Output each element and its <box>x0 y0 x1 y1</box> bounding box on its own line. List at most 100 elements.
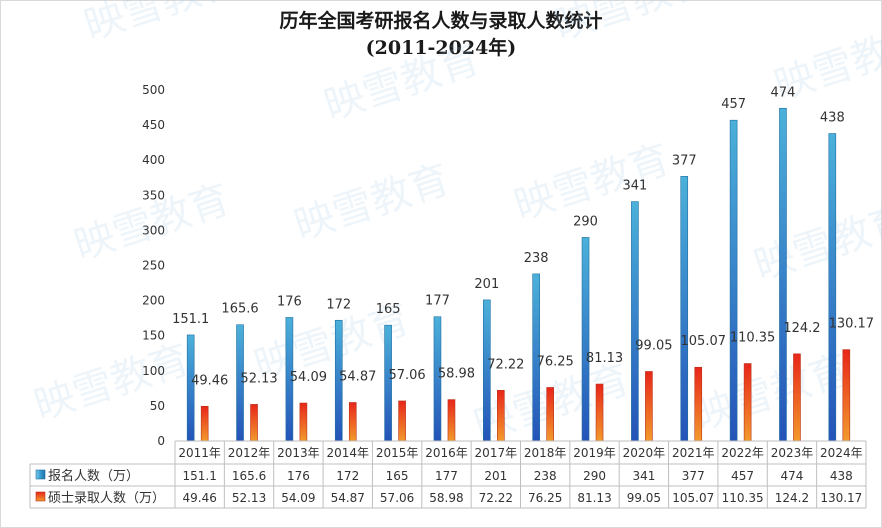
bar-admissions <box>595 383 604 442</box>
data-label-admissions: 99.05 <box>635 338 672 353</box>
data-label-registrations: 438 <box>820 111 845 126</box>
bar-admissions <box>497 390 505 442</box>
table-cell-value: 201 <box>484 469 507 483</box>
bar-registrations <box>680 176 689 442</box>
data-label-admissions: 57.06 <box>388 368 425 383</box>
table-cell-value: 377 <box>682 469 705 483</box>
y-tick-label: 450 <box>142 118 165 132</box>
legend-label: 报名人数（万） <box>48 468 139 484</box>
watermark-text: 映雪教育 <box>289 156 455 249</box>
data-label-registrations: 177 <box>425 294 450 309</box>
table-cell-value: 72.22 <box>479 491 513 505</box>
bar-admissions <box>299 402 308 442</box>
x-category-label: 2022年 <box>721 446 764 460</box>
data-label-registrations: 165.6 <box>221 302 258 317</box>
x-category-label: 2015年 <box>376 446 419 460</box>
watermark-text: 映雪教育 <box>29 336 195 429</box>
bar-admissions <box>842 349 851 442</box>
x-category-label: 2021年 <box>672 446 715 460</box>
bar-admissions <box>645 371 653 442</box>
data-label-admissions: 76.25 <box>537 354 574 369</box>
data-label-registrations: 474 <box>771 85 796 100</box>
table-cell-value: 124.2 <box>775 491 809 505</box>
table-cell-value: 457 <box>731 469 754 483</box>
table-cell-value: 130.17 <box>820 491 862 505</box>
table-cell-value: 54.87 <box>331 491 365 505</box>
data-label-admissions: 49.46 <box>191 373 228 388</box>
legend-swatch <box>35 491 46 502</box>
chart-title-line2: (2011-2024年) <box>365 37 517 59</box>
data-label-admissions: 124.2 <box>783 321 820 336</box>
data-label-admissions: 130.17 <box>829 317 875 332</box>
x-category-label: 2018年 <box>524 446 567 460</box>
table-cell-value: 99.05 <box>627 491 661 505</box>
data-label-registrations: 151.1 <box>172 312 209 327</box>
y-tick-label: 250 <box>142 259 165 273</box>
bar-admissions <box>546 387 554 442</box>
data-label-registrations: 457 <box>721 97 746 112</box>
y-tick-label: 300 <box>142 223 165 237</box>
data-label-admissions: 54.09 <box>290 370 327 385</box>
data-label-registrations: 341 <box>622 179 647 194</box>
y-tick-label: 50 <box>150 399 165 413</box>
table-cell-value: 165.6 <box>232 469 266 483</box>
x-category-label: 2023年 <box>771 446 814 460</box>
data-label-admissions: 58.98 <box>438 367 475 382</box>
chart-title-line1: 历年全国考研报名人数与录取人数统计 <box>279 10 603 32</box>
table-cell-value: 81.13 <box>577 491 611 505</box>
data-label-admissions: 72.22 <box>487 357 524 372</box>
data-label-admissions: 110.35 <box>730 331 776 346</box>
table-cell-value: 57.06 <box>380 491 414 505</box>
table-cell-value: 54.09 <box>281 491 315 505</box>
table-cell-value: 105.07 <box>672 491 714 505</box>
bar-registrations <box>828 133 837 442</box>
table-cell-value: 165 <box>386 469 409 483</box>
watermark-text: 映雪教育 <box>749 196 882 289</box>
table-cell-value: 438 <box>830 469 853 483</box>
data-label-admissions: 54.87 <box>339 369 376 384</box>
bar-registrations <box>729 119 738 442</box>
y-tick-label: 150 <box>142 329 165 343</box>
data-label-admissions: 105.07 <box>681 334 727 349</box>
x-category-label: 2013年 <box>277 446 320 460</box>
y-tick-label: 100 <box>142 364 165 378</box>
x-category-label: 2016年 <box>425 446 468 460</box>
data-label-registrations: 165 <box>376 302 401 317</box>
table-cell-value: 474 <box>781 469 804 483</box>
bar-admissions <box>250 404 258 442</box>
legend-label: 硕士录取人数（万） <box>48 491 165 506</box>
data-label-registrations: 290 <box>573 214 598 229</box>
x-category-label: 2012年 <box>228 446 271 460</box>
data-label-admissions: 52.13 <box>240 371 277 386</box>
bar-admissions <box>348 402 357 442</box>
table-cell-value: 176 <box>287 469 310 483</box>
data-label-admissions: 81.13 <box>586 351 623 366</box>
data-table: 2011年 2012年 2013年 2014年 2015年 2016年 2017年 2018年… <box>29 440 867 509</box>
watermark-text: 映雪教育 <box>549 0 715 50</box>
bar-admissions <box>398 400 406 442</box>
table-cell-value: 58.98 <box>429 491 463 505</box>
watermark-text: 映雪教育 <box>319 36 485 129</box>
table-cell-value: 151.1 <box>182 469 216 483</box>
y-tick-label: 500 <box>142 83 165 97</box>
x-category-label: 2017年 <box>475 446 518 460</box>
bar-registrations <box>779 107 787 442</box>
bar-registrations <box>631 201 639 442</box>
bar-registrations <box>581 237 590 442</box>
x-category-label: 2019年 <box>573 446 616 460</box>
data-label-registrations: 176 <box>277 294 302 309</box>
watermark-text: 映雪教育 <box>79 0 245 50</box>
table-cell-value: 341 <box>632 469 655 483</box>
table-cell-value: 49.46 <box>182 491 216 505</box>
x-category-label: 2024年 <box>820 446 863 460</box>
data-label-registrations: 238 <box>524 251 549 266</box>
bar-admissions <box>793 353 801 442</box>
table-cell-value: 172 <box>336 469 359 483</box>
data-label-registrations: 201 <box>474 277 499 292</box>
table-cell-value: 110.35 <box>722 491 764 505</box>
x-category-label: 2020年 <box>623 446 666 460</box>
table-cell-value: 238 <box>534 469 557 483</box>
y-tick-label: 350 <box>142 188 165 202</box>
table-cell-value: 290 <box>583 469 606 483</box>
